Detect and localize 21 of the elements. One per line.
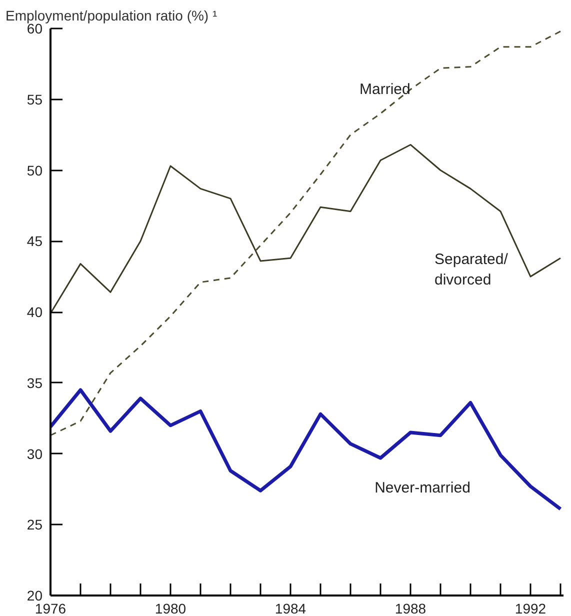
series-label: Married [360,80,410,98]
y-tick-label: 25 [26,516,43,533]
line-series [50,144,562,314]
y-tick-label: 40 [26,304,43,320]
x-tick-label: 1976 [34,600,66,616]
x-tick-label: 1988 [394,600,426,616]
series-label: Never-married [374,479,470,496]
y-tick-label: 45 [26,233,43,250]
line-series [50,30,562,436]
x-tick-label: 1992 [514,600,546,616]
x-tick-label: 1984 [274,600,306,616]
y-axis-title: Employment/population ratio (%) ¹ [6,8,218,24]
y-tick-label: 35 [26,374,43,391]
y-tick-label: 60 [26,20,43,36]
x-tick-label: 1980 [154,600,186,616]
y-tick-label: 20 [26,588,43,604]
y-tick-label: 50 [26,162,43,178]
series-label: Separated/ divorced [434,251,509,288]
y-tick-label: 30 [26,446,43,462]
line-series [50,388,562,511]
y-tick-label: 55 [26,91,43,108]
